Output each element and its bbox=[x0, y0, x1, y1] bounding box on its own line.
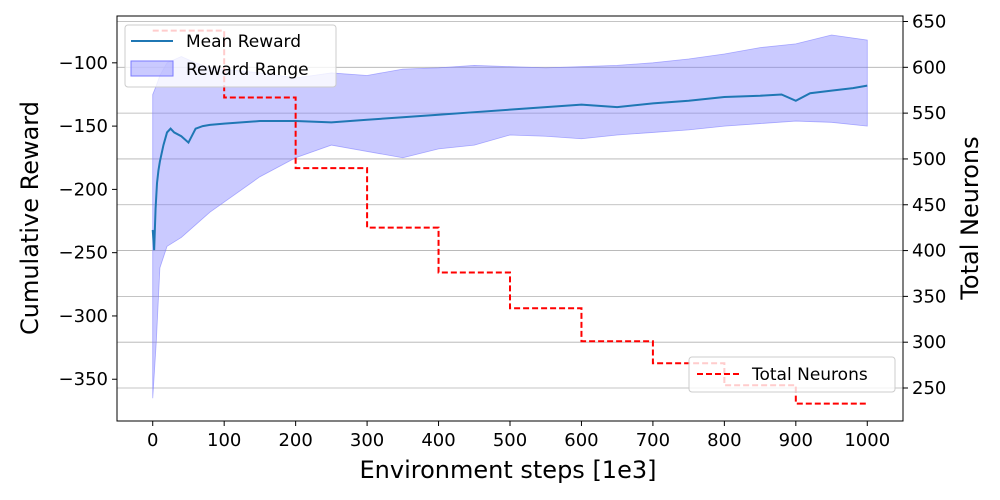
y-left-tick-label: −200 bbox=[59, 179, 108, 200]
x-axis-label: Environment steps [1e3] bbox=[360, 456, 657, 484]
y-right-tick-label: 300 bbox=[912, 332, 946, 353]
legend-box bbox=[124, 24, 337, 88]
x-tick-label: 0 bbox=[147, 430, 158, 451]
reward-range-area bbox=[152, 34, 868, 399]
x-tick-label: 800 bbox=[707, 430, 741, 451]
mean-reward-line bbox=[151, 84, 868, 251]
legend-box bbox=[688, 356, 896, 393]
legend-lower-right: Total Neurons bbox=[688, 356, 896, 393]
mean-reward-path bbox=[151, 84, 868, 251]
y-right-tick-label: 450 bbox=[912, 195, 946, 216]
y-right-tick-label: 650 bbox=[912, 11, 946, 32]
y-right-tick-label: 250 bbox=[912, 378, 946, 399]
y-right-tick-label: 500 bbox=[912, 149, 946, 170]
y-left-tick-label: −100 bbox=[59, 53, 108, 74]
x-tick-label: 300 bbox=[350, 430, 384, 451]
x-tick-label: 500 bbox=[493, 430, 527, 451]
y-right-tick-label: 600 bbox=[912, 57, 946, 78]
y-right-tick-label: 350 bbox=[912, 286, 946, 307]
x-tick-label: 1000 bbox=[844, 430, 890, 451]
y-left-tick-label: −150 bbox=[59, 116, 108, 137]
grid-lines bbox=[117, 21, 903, 389]
y-right-tick-label: 550 bbox=[912, 103, 946, 124]
x-axis-ticks: 0 100 200 300 400 500 600 700 800 900 1000 bbox=[147, 421, 890, 451]
x-tick-label: 200 bbox=[278, 430, 312, 451]
legend-swatch-reward-range bbox=[130, 60, 174, 77]
x-tick-label: 700 bbox=[636, 430, 670, 451]
y-left-tick-label: −250 bbox=[59, 243, 108, 264]
x-tick-label: 600 bbox=[564, 430, 598, 451]
y-left-tick-label: −300 bbox=[59, 306, 108, 327]
legend-label-total-neurons: Total Neurons bbox=[751, 365, 868, 385]
x-tick-label: 100 bbox=[207, 430, 241, 451]
y-right-tick-label: 400 bbox=[912, 241, 946, 262]
reward-range-band bbox=[152, 34, 868, 399]
y-left-axis-ticks: −100 −150 −200 −250 −300 −350 bbox=[59, 53, 117, 390]
y-left-tick-label: −350 bbox=[59, 369, 108, 390]
y-left-axis-label: Cumulative Reward bbox=[16, 101, 44, 335]
legend-upper-left: Mean Reward Reward Range bbox=[124, 24, 337, 88]
legend-label-mean-reward: Mean Reward bbox=[186, 32, 301, 52]
x-tick-label: 400 bbox=[421, 430, 455, 451]
y-right-axis-ticks: 250 300 350 400 450 500 550 600 650 bbox=[903, 11, 946, 399]
x-tick-label: 900 bbox=[779, 430, 813, 451]
y-right-axis-label: Total Neurons bbox=[956, 136, 984, 300]
legend-label-reward-range: Reward Range bbox=[186, 60, 309, 80]
